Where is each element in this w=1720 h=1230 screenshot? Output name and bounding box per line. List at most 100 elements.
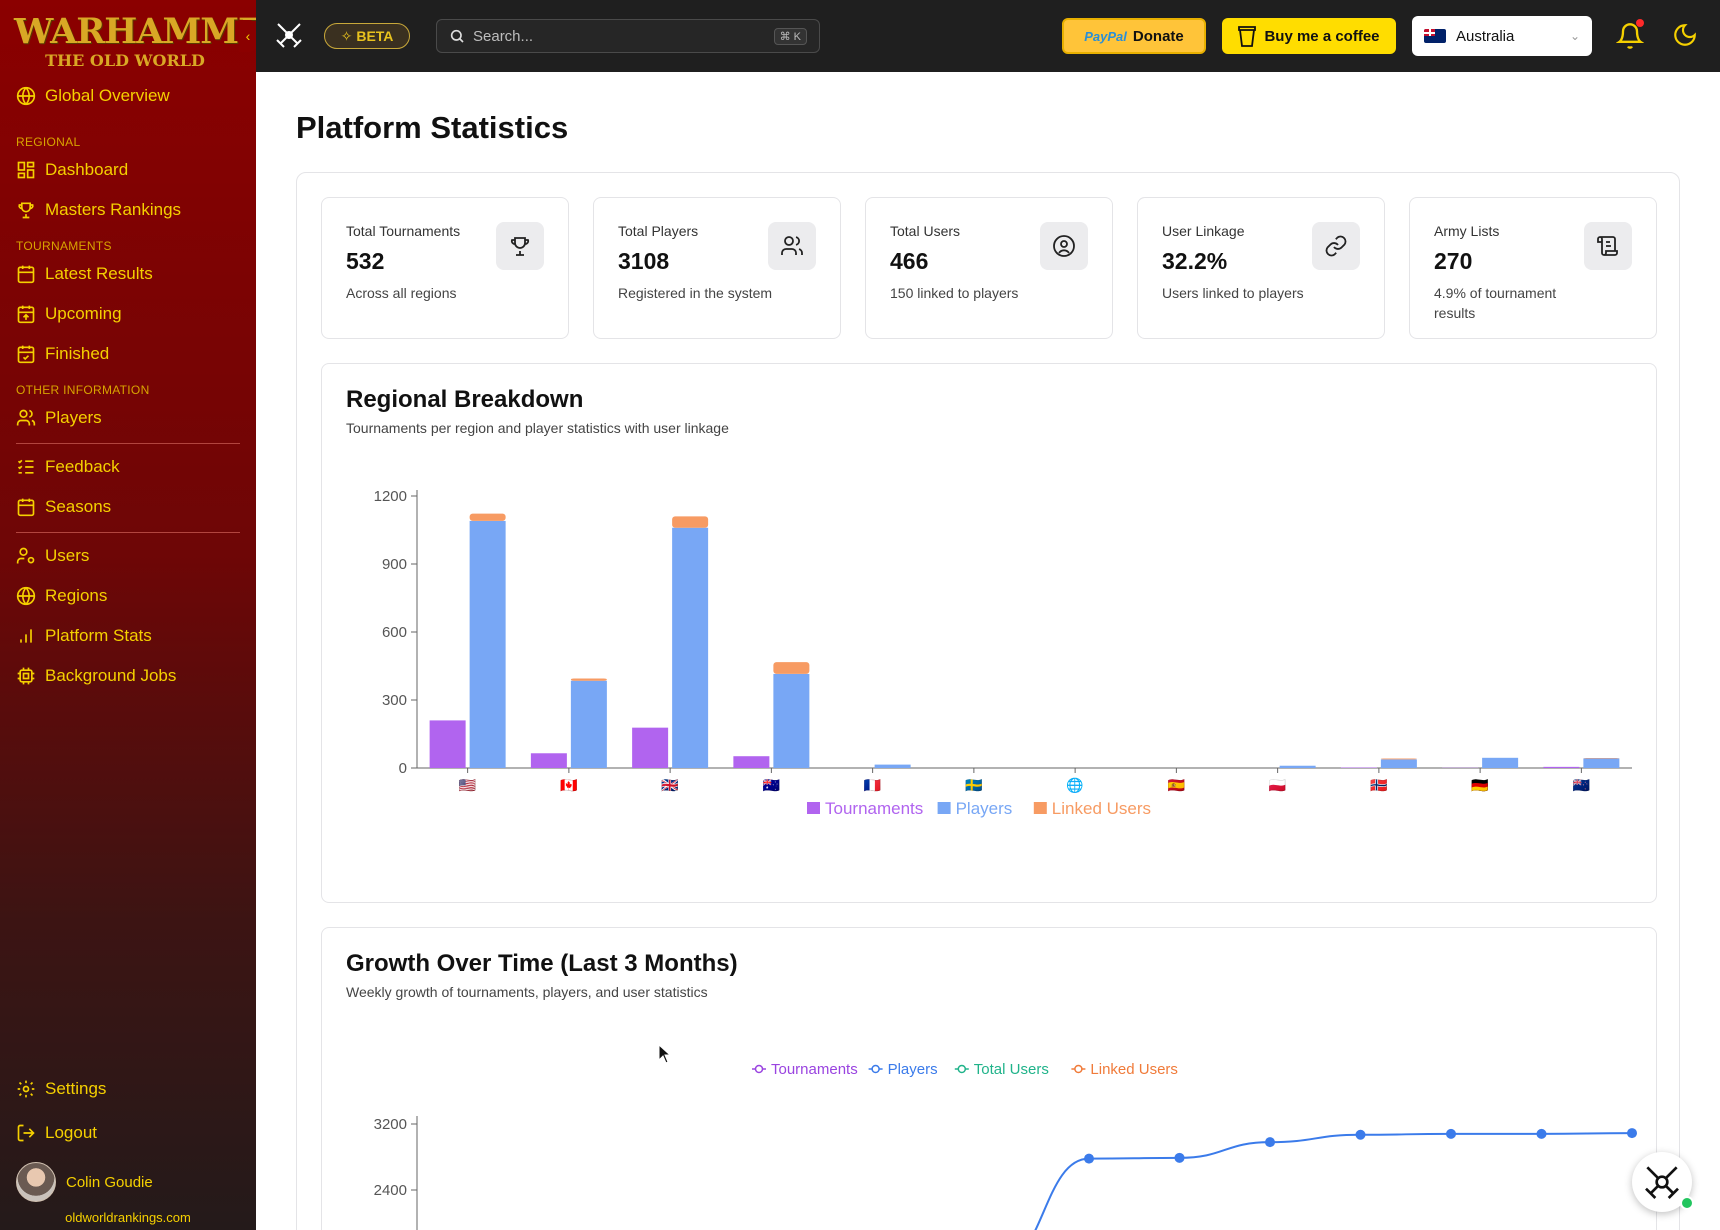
online-status-dot [1680,1196,1694,1210]
series-line-players [1034,1132,1633,1230]
crossed-swords-icon[interactable] [274,20,304,50]
x-tick-label: 🇨🇦 [560,777,578,793]
x-tick-label: 🇦🇺 [763,777,781,793]
bar-tournaments [530,753,567,768]
sidebar-item-label: Global Overview [45,86,170,105]
sidebar-item-players[interactable]: Players [16,404,102,432]
stat-label: User Linkage [1162,223,1245,239]
bar-linked-users [773,662,810,674]
users-icon [16,409,36,426]
notification-dot [1636,19,1644,27]
sidebar-item-settings[interactable]: Settings [16,1075,106,1103]
logout-icon [17,1124,35,1142]
paypal-donate-button[interactable]: PayPal Donate [1062,18,1206,54]
sidebar-item-feedback[interactable]: Feedback [16,453,120,481]
user-circle-icon [1053,235,1075,257]
sidebar-item-latest-results[interactable]: Latest Results [16,260,153,288]
sidebar-item-label: Players [45,408,102,427]
legend-marker [1074,1064,1083,1074]
trophy-icon [18,202,34,219]
legend-label: Players [888,1061,938,1078]
globe-icon [16,586,36,606]
bar-tournaments [429,720,466,768]
legend-label: Linked Users [1090,1061,1178,1078]
app-logo[interactable]: WARHAMMER THE OLD WORLD [14,14,293,74]
search-shortcut: ⌘ K [773,27,807,45]
stat-subtext: 4.9% of tournament results [1434,285,1557,321]
point-players [1355,1129,1366,1140]
sidebar-item-label: Upcoming [45,304,122,323]
y-tick-label: 900 [382,556,407,573]
sidebar-item-masters-rankings[interactable]: Masters Rankings [16,196,181,224]
sidebar-item-seasons[interactable]: Seasons [16,493,111,521]
sidebar-item-label: Dashboard [45,160,129,179]
y-tick-label: 2400 [374,1182,407,1199]
sidebar-item-label: Logout [45,1123,97,1142]
sidebar-item-logout[interactable]: Logout [16,1119,97,1147]
coffee-cup-icon [1238,26,1257,47]
chart-subtitle: Weekly growth of tournaments, players, a… [346,984,708,1000]
bar-tournaments [632,727,669,768]
sidebar-item-regions[interactable]: Regions [16,582,107,610]
bar-linked-users [469,513,506,521]
x-tick-label: 🇳🇴 [1370,777,1388,793]
growth-line-chart: 320024001600TournamentsPlayersTotal User… [374,1061,1637,1230]
calendar-up-icon [17,305,35,324]
paypal-logo: PayPal [1084,29,1127,44]
sidebar-item-finished[interactable]: Finished [16,340,109,368]
buy-me-a-coffee-button[interactable]: Buy me a coffee [1222,18,1396,54]
sidebar-item-platform-stats[interactable]: Platform Stats [16,622,152,650]
sidebar-item-global-overview[interactable]: Global Overview [16,82,170,110]
donate-label: Donate [1132,27,1184,45]
regional-breakdown-card: Regional Breakdown Tournaments per regio… [321,363,1657,903]
chart-title: Regional Breakdown [346,386,584,413]
search-icon [450,29,464,43]
y-tick-label: 600 [382,624,407,641]
stat-label: Total Players [618,223,699,239]
list-check-icon [17,459,34,474]
sidebar-item-label: Finished [45,344,110,363]
bell-icon[interactable] [1616,22,1644,50]
mouse-cursor-icon [658,1044,672,1064]
bar-linked-users [570,678,607,681]
sidebar-divider [16,532,240,533]
paypal-logo-part: Pay [1084,28,1108,44]
bar-players [1380,759,1417,768]
sidebar-item-dashboard[interactable]: Dashboard [16,156,128,184]
stat-label: Total Users [890,223,961,239]
sidebar-item-background-jobs[interactable]: Background Jobs [16,662,176,690]
sidebar: WARHAMMER THE OLD WORLD ‹ Global Overvie… [0,0,293,1230]
sidebar-item-label: Masters Rankings [45,200,182,219]
sidebar-item-label: Regions [45,586,108,605]
y-tick-label: 3200 [374,1116,407,1133]
bar-players [1279,765,1316,768]
moon-icon[interactable] [1672,22,1698,48]
bar-players [773,673,810,768]
stat-value: 466 [890,248,929,274]
point-players [1627,1128,1637,1139]
region-select-value: Australia [1456,27,1515,45]
page-title: Platform Statistics [296,110,569,145]
legend-swatch [937,802,951,814]
point-players [1265,1137,1275,1148]
stat-card-total-players: Total Players 3108 Registered in the sys… [593,197,841,339]
search-bar[interactable]: ⌘ K [436,19,820,53]
x-tick-label: 🇺🇸 [459,777,477,793]
stat-value: 270 [1434,248,1473,274]
collapse-sidebar-button[interactable]: ‹ [239,20,257,52]
stat-subtext: Across all regions [346,285,457,301]
stat-card-army-lists: Army Lists 270 4.9% of tournament result… [1409,197,1657,339]
stat-card-total-users: Total Users 466 150 linked to players [865,197,1113,339]
stat-subtext: 150 linked to players [890,285,1019,301]
x-tick-label: 🇫🇷 [864,777,882,793]
user-profile[interactable]: Colin Goudie [16,1162,153,1202]
region-select[interactable]: Australia ⌄ [1412,16,1592,56]
sidebar-item-upcoming[interactable]: Upcoming [16,300,122,328]
stat-card-user-linkage: User Linkage 32.2% Users linked to playe… [1137,197,1385,339]
search-input[interactable] [473,27,766,45]
growth-over-time-card: Growth Over Time (Last 3 Months) Weekly … [321,927,1657,1230]
crossed-swords-icon [1645,1166,1679,1199]
x-tick-label: 🇪🇸 [1168,777,1186,793]
stat-icon-box [1312,222,1360,270]
sidebar-item-users[interactable]: Users [16,542,89,570]
